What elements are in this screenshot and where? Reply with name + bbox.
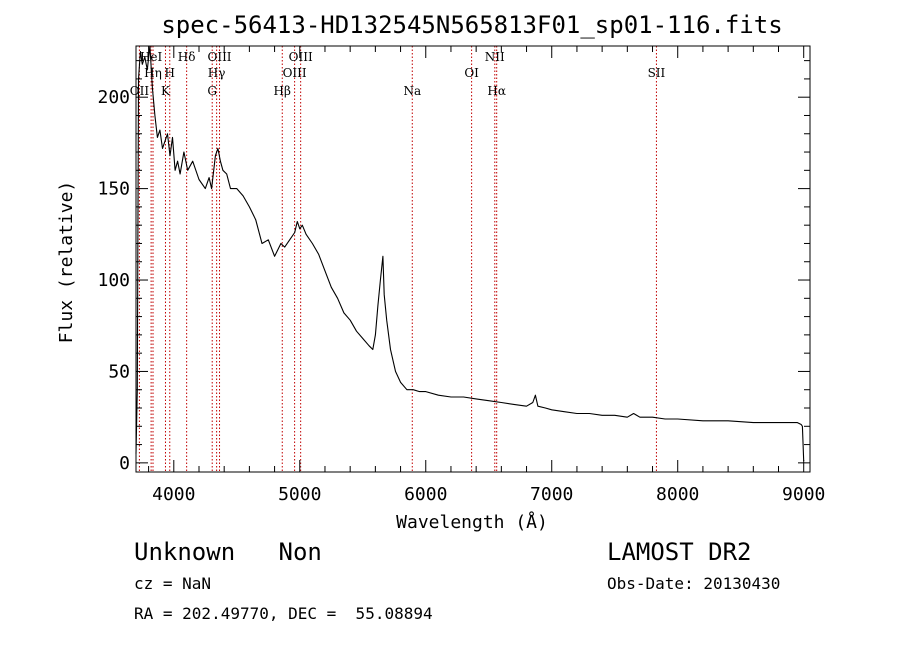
spectral-line-label: Hη [144, 66, 162, 80]
redshift-value: cz = NaN [134, 574, 212, 593]
x-axis: 4000 5000 6000 7000 8000 9000 [148, 46, 825, 505]
spectrum-series-line [135, 45, 805, 462]
spectral-line-label: OIII [289, 50, 313, 64]
spectral-line-label: K [161, 84, 171, 98]
survey-name: LAMOST DR2 [607, 538, 752, 566]
spectral-line-label: H [165, 66, 175, 80]
y-axis-label: Flux (relative) [56, 181, 77, 344]
spectral-line-label: OIII [207, 50, 231, 64]
x-tick-label: 9000 [782, 484, 825, 505]
x-axis-label: Wavelength (Å) [396, 511, 548, 533]
y-tick-label: 100 [97, 270, 130, 291]
x-tick-label: 8000 [656, 484, 699, 505]
spectral-line-label: Hβ [274, 84, 291, 98]
chart-title: spec-56413-HD132545N565813F01_sp01-116.f… [161, 11, 782, 39]
y-tick-label: 50 [108, 361, 130, 382]
y-tick-label: 150 [97, 179, 130, 200]
spectral-line-label: SII [648, 66, 666, 80]
spectral-line-label: OII [130, 84, 150, 98]
observation-date: Obs-Date: 20130430 [607, 574, 781, 593]
spectral-line-label: Na [403, 84, 421, 98]
spectral-line-label: G [207, 84, 217, 98]
spectral-line-label: Hδ [178, 50, 196, 64]
spectral-line-label: Hα [487, 84, 506, 98]
x-tick-label: 6000 [404, 484, 447, 505]
spectral-line-markers [138, 46, 657, 472]
object-class: Unknown Non [134, 538, 322, 566]
x-tick-label: 4000 [152, 484, 195, 505]
spectral-line-label: Hγ [208, 66, 226, 80]
sky-coordinates: RA = 202.49770, DEC = 55.08894 [134, 604, 433, 623]
x-tick-label: 7000 [530, 484, 573, 505]
y-tick-label: 0 [119, 453, 130, 474]
y-tick-label: 200 [97, 87, 130, 108]
spectral-line-label: OIII [283, 66, 307, 80]
spectral-line-label: NII [485, 50, 505, 64]
plot-frame [135, 45, 811, 473]
spectral-line-label: OI [464, 66, 479, 80]
spectral-line-labels: OIIHeIHηKHHδGHγOIIIHβOIIIOIIINaOINIIHαSI… [130, 50, 666, 98]
x-tick-label: 5000 [278, 484, 321, 505]
y-axis: 0 50 100 150 200 [97, 60, 810, 474]
